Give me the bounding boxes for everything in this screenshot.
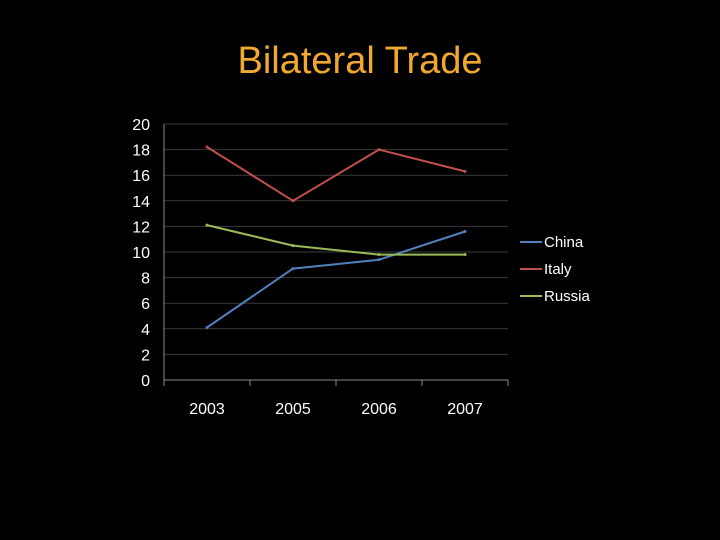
x-tick-label: 2006: [361, 401, 397, 418]
x-tick-labels: 2003 2005 2006 2007: [189, 401, 483, 418]
legend-label-italy: Italy: [544, 261, 572, 278]
y-tick-label: 18: [132, 143, 150, 160]
y-tick-label: 8: [141, 271, 150, 288]
chart-svg: 0 2 4 6 8 10 12 14 16 18 20 2003 2005 2006 2007 China…: [132, 117, 591, 418]
y-tick-label: 0: [141, 373, 150, 390]
y-tick-label: 6: [141, 296, 150, 313]
data-point-italy: [463, 169, 467, 173]
legend: China Italy Russia: [520, 234, 591, 305]
data-point-china: [463, 230, 467, 234]
legend-label-china: China: [544, 234, 584, 251]
series-line-italy: [206, 146, 466, 202]
data-point-russia: [205, 223, 209, 227]
x-tick-label: 2007: [447, 401, 483, 418]
series-line-china: [206, 230, 466, 329]
data-point-china: [291, 267, 295, 271]
y-tick-label: 20: [132, 117, 150, 134]
series-lines: [205, 145, 467, 330]
gridlines: [164, 123, 508, 355]
y-tick-labels: 0 2 4 6 8 10 12 14 16 18 20: [132, 117, 150, 390]
y-tick-label: 12: [132, 219, 150, 236]
y-tick-label: 16: [132, 168, 150, 185]
y-tick-label: 14: [132, 194, 150, 211]
series-line-russia: [206, 224, 465, 256]
slide-title: Bilateral Trade: [237, 40, 483, 82]
legend-label-russia: Russia: [544, 288, 591, 305]
data-point-china: [205, 326, 209, 330]
data-point-russia: [291, 244, 295, 248]
data-point-russia: [463, 253, 467, 257]
data-point-italy: [291, 199, 295, 203]
data-point-italy: [377, 148, 381, 152]
x-tick-label: 2005: [275, 401, 311, 418]
data-point-russia: [377, 253, 381, 257]
line-chart: 0 2 4 6 8 10 12 14 16 18 20 2003 2005 2006 2007 China…: [100, 110, 620, 430]
y-tick-label: 4: [141, 322, 150, 339]
data-point-china: [377, 258, 381, 262]
data-point-italy: [205, 145, 209, 149]
y-tick-label: 2: [141, 347, 150, 364]
axes: [163, 124, 509, 386]
x-tick-label: 2003: [189, 401, 225, 418]
y-tick-label: 10: [132, 245, 150, 262]
